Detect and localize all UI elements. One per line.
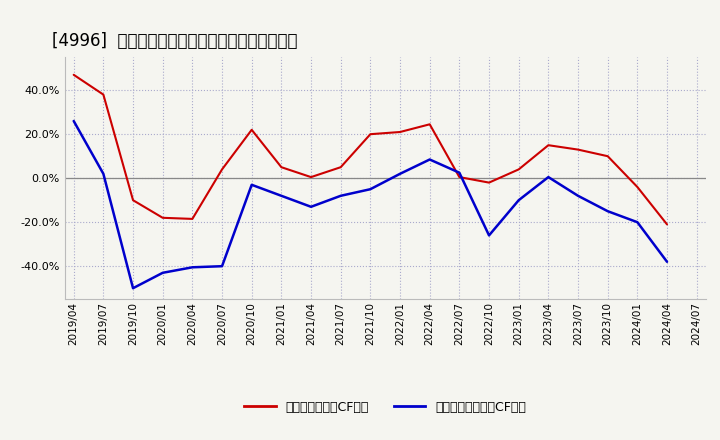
Text: [4996]  有利子負債キャッシュフロー比率の推移: [4996] 有利子負債キャッシュフロー比率の推移 [52, 32, 297, 50]
Legend: 有利子負債営業CF比率, 有利子負債フリーCF比率: 有利子負債営業CF比率, 有利子負債フリーCF比率 [239, 396, 531, 419]
